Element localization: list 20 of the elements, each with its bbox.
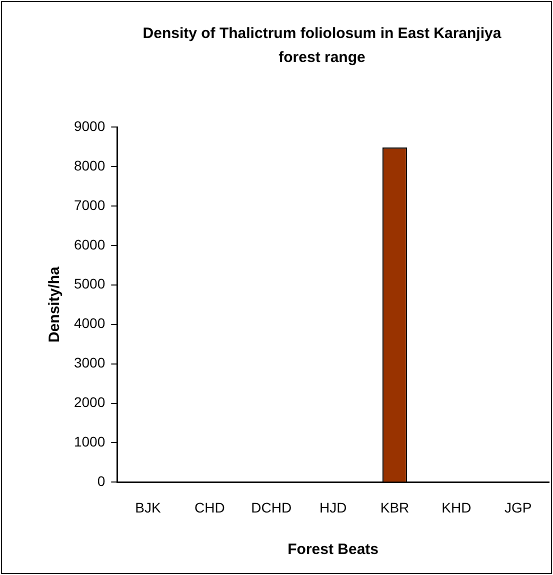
y-tick-label: 6000 bbox=[74, 236, 106, 252]
x-tick-label: BJK bbox=[135, 499, 162, 516]
y-tick-label: 8000 bbox=[74, 157, 106, 174]
y-tick-label: 9000 bbox=[74, 118, 106, 134]
x-tick-label: DCHD bbox=[251, 499, 292, 516]
y-tick-label: 0 bbox=[97, 473, 106, 490]
x-axis-title: Forest Beats bbox=[288, 541, 379, 558]
x-tick-label: HJD bbox=[319, 499, 347, 516]
x-tick-label: KBR bbox=[380, 499, 410, 516]
y-tick-label: 4000 bbox=[74, 315, 106, 332]
x-tick-label: KHD bbox=[442, 499, 472, 516]
y-axis-title: Density/ha bbox=[46, 266, 64, 343]
x-tick-label: JGP bbox=[504, 499, 532, 516]
y-tick-label: 2000 bbox=[74, 394, 106, 410]
y-tick-label: 3000 bbox=[74, 354, 106, 371]
chart-title: Density of Thalictrum foliolosum in East Karanjiya forest range bbox=[142, 24, 502, 68]
y-tick-label: 7000 bbox=[74, 196, 106, 213]
y-tick-label: 5000 bbox=[74, 276, 106, 292]
x-tick-label: CHD bbox=[194, 499, 225, 516]
y-tick-label: 1000 bbox=[74, 434, 106, 450]
